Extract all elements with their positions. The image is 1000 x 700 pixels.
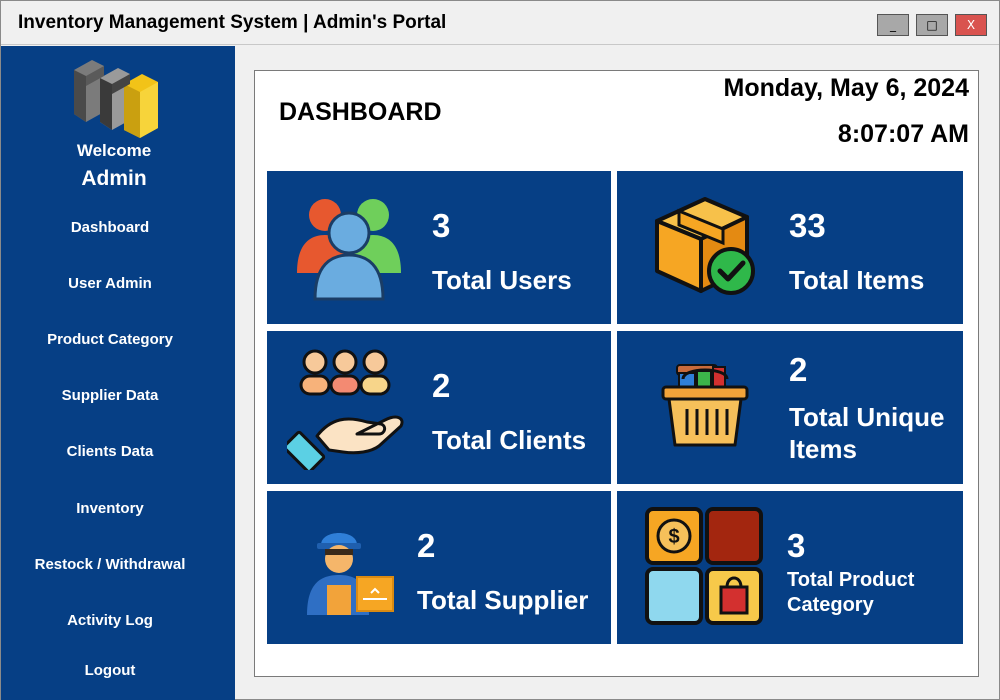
title-bar: Inventory Management System | Admin's Po… — [1, 1, 999, 45]
card-total-unique-items: 2 Total Unique Items — [617, 331, 963, 484]
box-check-icon — [655, 197, 755, 295]
basket-icon — [661, 364, 749, 447]
total-product-category-label: Total Product Category — [787, 569, 915, 616]
supplier-worker-icon — [307, 533, 394, 615]
total-users-label: Total Users — [432, 265, 572, 295]
nav-supplier-data[interactable]: Supplier Data — [61, 387, 159, 404]
current-date: Monday, May 6, 2024 — [723, 74, 969, 102]
maximize-button[interactable]: □ — [916, 14, 948, 36]
total-items-value: 33 — [789, 207, 826, 244]
card-total-product-category: $ 3 Total Product Category — [617, 491, 963, 644]
nav-logout[interactable]: Logout — [84, 662, 136, 679]
total-supplier-label: Total Supplier — [417, 585, 589, 615]
sidebar: Welcome Admin Dashboard User Admin Produ… — [1, 46, 235, 700]
nav-dashboard[interactable]: Dashboard — [70, 219, 150, 236]
total-unique-items-value: 2 — [789, 351, 808, 388]
svg-text:$: $ — [668, 526, 679, 548]
card-total-clients: 2 Total Clients — [267, 331, 611, 484]
nav-product-category[interactable]: Product Category — [47, 331, 173, 348]
total-items-label: Total Items — [789, 265, 925, 295]
clients-hand-icon — [287, 349, 404, 470]
page-title: DASHBOARD — [279, 98, 442, 126]
nav-restock-withdrawal[interactable]: Restock / Withdrawal — [34, 556, 186, 573]
nav-user-admin[interactable]: User Admin — [68, 275, 152, 292]
welcome-label: Welcome — [76, 141, 152, 160]
nav-clients-data[interactable]: Clients Data — [66, 443, 154, 460]
total-clients-label: Total Clients — [432, 425, 587, 455]
nav-inventory[interactable]: Inventory — [76, 500, 144, 517]
window-title: Inventory Management System | Admin's Po… — [18, 12, 447, 33]
total-clients-value: 2 — [432, 367, 451, 404]
app-logo-icon — [74, 60, 158, 138]
total-supplier-value: 2 — [417, 527, 436, 564]
card-total-supplier: 2 Total Supplier — [267, 491, 611, 644]
card-total-users: 3 Total Users — [267, 171, 611, 324]
total-product-category-value: 3 — [787, 527, 806, 564]
user-name: Admin — [81, 167, 147, 190]
users-icon — [297, 199, 401, 301]
dashboard-panel: DASHBOARD Monday, May 6, 2024 8:07:07 AM… — [254, 70, 979, 677]
current-time: 8:07:07 AM — [837, 120, 969, 148]
close-button[interactable]: X — [955, 14, 987, 36]
nav-activity-log[interactable]: Activity Log — [67, 612, 153, 629]
total-users-value: 3 — [432, 207, 451, 244]
total-unique-items-label: Total Unique Items — [789, 402, 945, 464]
minimize-button[interactable]: _ — [877, 14, 909, 36]
category-grid-icon: $ — [645, 507, 763, 625]
card-total-items: 33 Total Items — [617, 171, 963, 324]
